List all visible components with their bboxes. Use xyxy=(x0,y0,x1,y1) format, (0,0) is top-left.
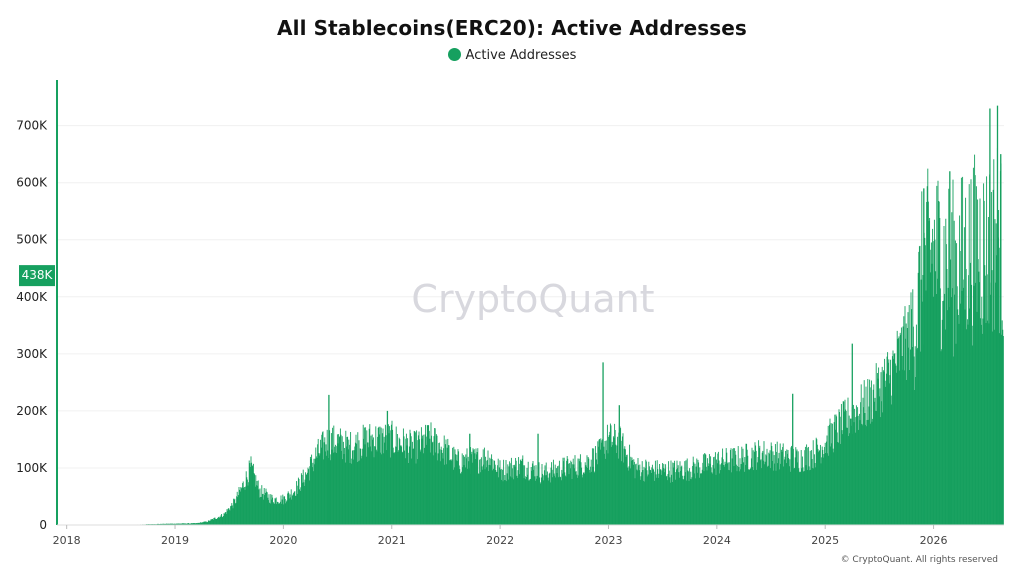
x-tick-label: 2026 xyxy=(920,534,948,547)
x-tick-label: 2024 xyxy=(703,534,731,547)
y-tick-label: 400K xyxy=(16,290,48,304)
data-bars xyxy=(120,105,1004,525)
grid-lines xyxy=(58,125,1004,469)
x-tick-label: 2019 xyxy=(161,534,189,547)
x-tick-label: 2021 xyxy=(378,534,406,547)
chart-title: All Stablecoins(ERC20): Active Addresses xyxy=(277,16,747,40)
y-tick-label: 700K xyxy=(16,119,48,133)
y-tick-label: 600K xyxy=(16,176,48,190)
legend[interactable]: Active Addresses xyxy=(0,48,1024,63)
legend-label: Active Addresses xyxy=(465,48,577,63)
y-tick-label: 0 xyxy=(39,518,47,532)
y-tick-label: 500K xyxy=(16,233,48,247)
current-value-badge: 438K xyxy=(19,265,55,287)
y-tick-label: 200K xyxy=(16,404,48,418)
watermark: CryptoQuant xyxy=(411,277,654,321)
y-tick-label: 300K xyxy=(16,347,48,361)
x-tick-label: 2025 xyxy=(811,534,839,547)
x-tick-label: 2022 xyxy=(486,534,514,547)
y-tick-label: 100K xyxy=(16,461,48,475)
badge-label: 438K xyxy=(22,268,54,282)
y-axis-ticks: 0 100K 200K 300K 400K 500K 600K 700K xyxy=(16,119,48,532)
copyright-text: © CryptoQuant. All rights reserved xyxy=(841,555,998,565)
x-tick-label: 2020 xyxy=(269,534,297,547)
x-tick-label: 2018 xyxy=(53,534,81,547)
x-axis-ticks: 2018 2019 2020 2021 2022 2023 2024 2025 2026 xyxy=(53,525,948,547)
legend-marker xyxy=(447,48,461,61)
badge-background xyxy=(19,265,55,287)
x-tick-label: 2023 xyxy=(594,534,622,547)
